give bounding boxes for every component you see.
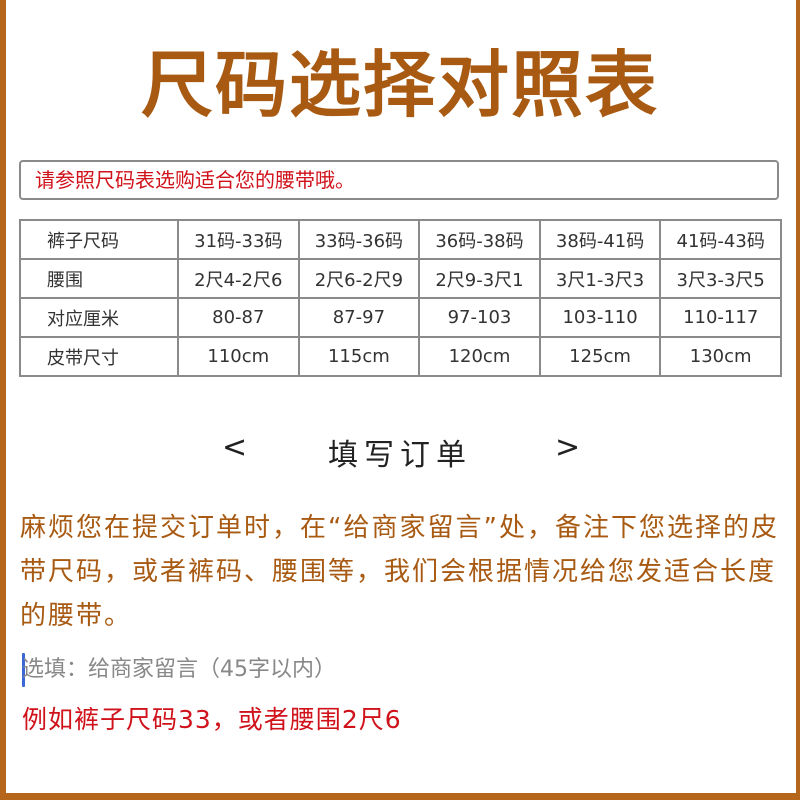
table-cell: 41码-43码 — [659, 219, 782, 260]
size-table: 裤子尺码 31码-33码 33码-36码 36码-38码 38码-41码 41码-43码腰… — [19, 219, 782, 377]
table-cell: 38码-41码 — [538, 219, 662, 260]
table-cell: 80-87 — [177, 297, 300, 338]
table-cell: 3尺1-3尺3 — [538, 258, 662, 299]
nav-title: 填写订单 — [328, 438, 472, 473]
table-row: 对应厘米 80-87 87-97 97-103 103-110 110-117 — [19, 297, 782, 338]
table-cell: 2尺6-2尺9 — [297, 258, 421, 299]
row-label: 皮带尺寸 — [19, 336, 179, 377]
prev-button[interactable]: < — [222, 430, 248, 465]
message-input[interactable]: 选填：给商家留言（45字以内） — [22, 657, 336, 682]
table-cell: 130cm — [659, 336, 782, 377]
table-cell: 36码-38码 — [418, 219, 541, 260]
table-cell: 3尺3-3尺5 — [659, 258, 782, 299]
table-row: 裤子尺码 31码-33码 33码-36码 36码-38码 38码-41码 41码-43码 — [19, 219, 782, 260]
table-cell: 33码-36码 — [297, 219, 421, 260]
row-label: 裤子尺码 — [19, 219, 179, 260]
row-label: 腰围 — [19, 258, 179, 299]
row-label: 对应厘米 — [19, 297, 179, 338]
table-cell: 115cm — [297, 336, 421, 377]
table-row: 皮带尺寸 110cm 115cm 120cm 125cm 130cm — [19, 336, 782, 377]
table-cell: 2尺4-2尺6 — [177, 258, 300, 299]
table-cell: 31码-33码 — [177, 219, 300, 260]
table-cell: 2尺9-3尺1 — [418, 258, 541, 299]
table-cell: 97-103 — [418, 297, 541, 338]
instruction-text: 麻烦您在提交订单时，在“给商家留言”处，备注下您选择的皮带尺码，或者裤码、腰围等… — [20, 513, 779, 631]
table-cell: 120cm — [418, 336, 541, 377]
text-caret — [22, 653, 25, 687]
table-cell: 125cm — [538, 336, 662, 377]
table-cell: 87-97 — [297, 297, 421, 338]
order-nav: < 填写订单 > — [0, 430, 800, 480]
table-cell: 110-117 — [659, 297, 782, 338]
table-cell: 110cm — [177, 336, 300, 377]
table-cell: 103-110 — [538, 297, 662, 338]
page-title: 尺码选择对照表 — [140, 43, 659, 127]
notice-box: 请参照尺码表选购适合您的腰带哦。 — [19, 160, 779, 200]
next-button[interactable]: > — [555, 430, 581, 465]
table-row: 腰围 2尺4-2尺6 2尺6-2尺9 2尺9-3尺1 3尺1-3尺3 3尺3-3尺5 — [19, 258, 782, 299]
example-text: 例如裤子尺码33，或者腰围2尺6 — [22, 705, 402, 734]
